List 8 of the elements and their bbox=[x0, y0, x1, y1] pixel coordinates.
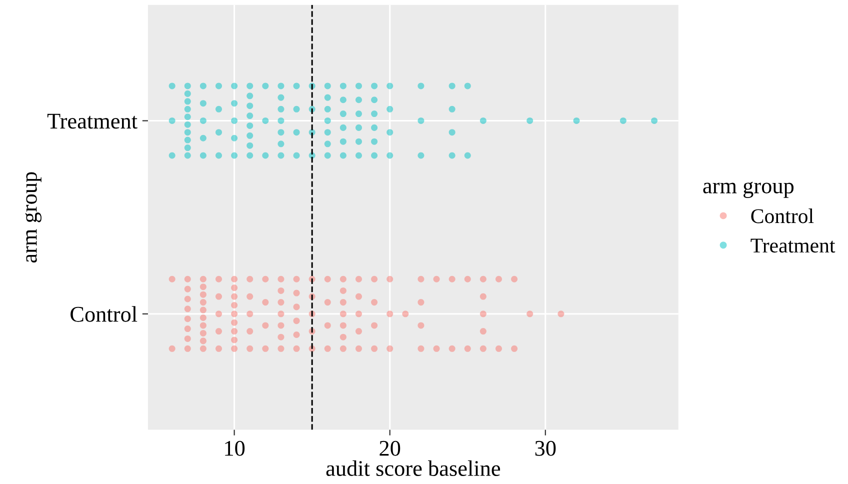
legend-label: Treatment bbox=[750, 238, 836, 253]
y-axis-title: arm group bbox=[25, 172, 42, 263]
x-tick-label: 20 bbox=[380, 440, 400, 456]
x-tick-label: 30 bbox=[535, 440, 556, 456]
legend-label: Control bbox=[751, 208, 814, 224]
x-tick-label: 10 bbox=[225, 440, 245, 456]
x-axis-title: audit score baseline bbox=[326, 460, 500, 476]
legend-title: arm group bbox=[703, 182, 794, 198]
